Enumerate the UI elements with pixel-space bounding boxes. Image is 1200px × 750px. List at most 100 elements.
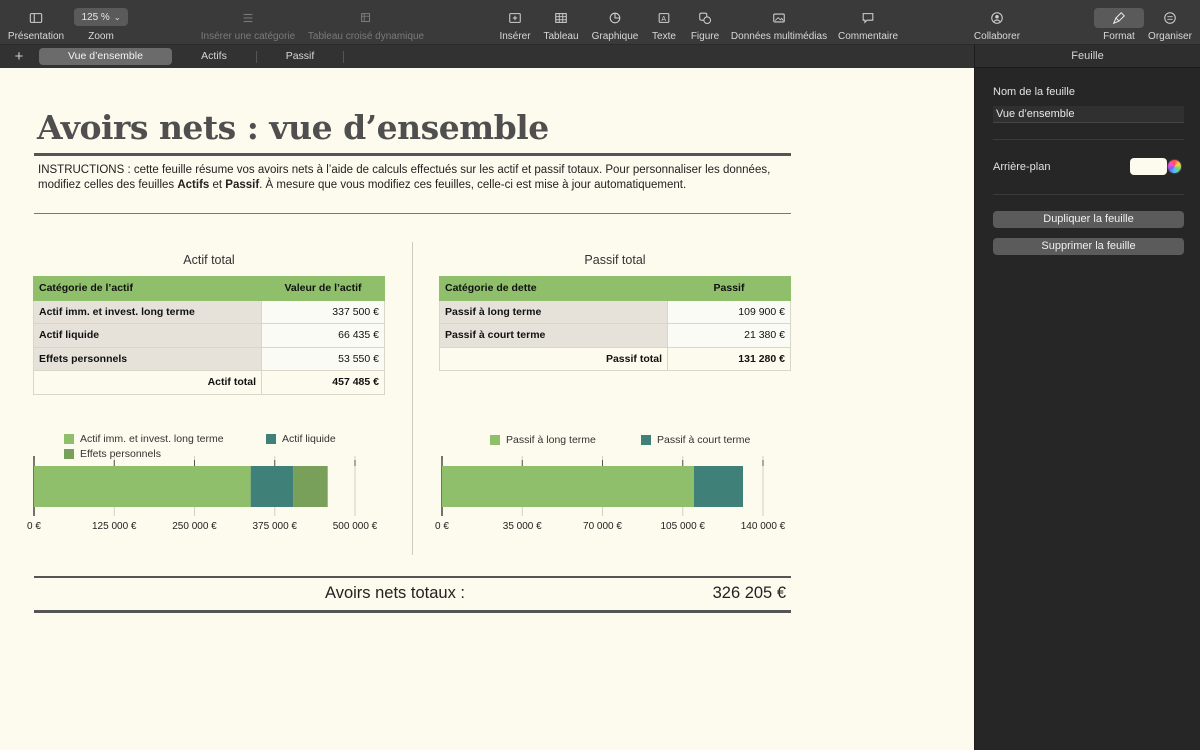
sidebar-divider	[993, 194, 1184, 195]
table-cell[interactable]: 53 550 €	[261, 346, 385, 371]
table-row: Passif à court terme 21 380 €	[439, 323, 791, 348]
sheet-name-label: Nom de la feuille	[993, 86, 1075, 98]
presentation-button[interactable]: Présentation	[8, 0, 64, 45]
section-divider	[412, 242, 413, 555]
bar-segment	[34, 466, 251, 507]
insert-category-button[interactable]: Insérer une catégorie	[200, 0, 296, 45]
table-cell[interactable]: Passif total	[439, 346, 668, 371]
tick-label: 125 000 €	[92, 521, 137, 532]
media-label: Données multimédias	[730, 31, 828, 42]
assets-header-category[interactable]: Catégorie de l’actif	[33, 276, 262, 301]
collaborate-icon	[984, 8, 1010, 28]
table-cell[interactable]: 66 435 €	[261, 323, 385, 348]
table-cell[interactable]: Passif à court terme	[439, 323, 668, 348]
pivot-table-button[interactable]: Tableau croisé dynamique	[306, 0, 426, 45]
page-title[interactable]: Avoirs nets : vue d’ensemble	[37, 108, 549, 147]
legend-swatch	[490, 435, 500, 445]
organize-button[interactable]: Organiser	[1146, 0, 1194, 45]
table-label: Tableau	[543, 31, 579, 42]
list-icon	[235, 8, 261, 28]
liabilities-chart-svg: 0 € 35 000 € 70 000 € 105 000 € 140 000 €	[435, 456, 786, 532]
comment-button[interactable]: Commentaire	[836, 0, 900, 45]
instructions-text[interactable]: INSTRUCTIONS : cette feuille résume vos …	[38, 163, 790, 193]
table-cell[interactable]: 21 380 €	[667, 323, 791, 348]
tab-separator	[343, 50, 344, 63]
instructions-part: INSTRUCTIONS : cette feuille résume vos …	[38, 164, 771, 191]
insert-icon	[502, 8, 528, 28]
text-button[interactable]: A Texte	[648, 0, 680, 45]
shape-button[interactable]: Figure	[688, 0, 722, 45]
net-worth-value[interactable]: 326 205 €	[712, 584, 786, 602]
legend-label: Effets personnels	[80, 448, 161, 460]
zoom-label: Zoom	[88, 31, 114, 42]
table-cell[interactable]: Effets personnels	[33, 346, 262, 371]
table-cell[interactable]: 337 500 €	[261, 299, 385, 324]
table-cell[interactable]: 131 280 €	[667, 346, 791, 371]
liabilities-header-category[interactable]: Catégorie de dette	[439, 276, 668, 301]
table-row: Actif liquide 66 435 €	[33, 323, 385, 348]
table-cell[interactable]: Passif à long terme	[439, 299, 668, 324]
table-cell[interactable]: Actif imm. et invest. long terme	[33, 299, 262, 324]
assets-table[interactable]: Catégorie de l’actif Valeur de l’actif A…	[33, 276, 385, 395]
table-row: Effets personnels 53 550 €	[33, 346, 385, 371]
net-worth-label[interactable]: Avoirs nets totaux :	[324, 584, 466, 602]
delete-sheet-button[interactable]: Supprimer la feuille	[993, 238, 1184, 255]
comment-label: Commentaire	[837, 31, 899, 42]
assets-chart-svg: 0 € 125 000 € 250 000 € 375 000 € 500 000 €	[27, 456, 378, 532]
tick-label: 140 000 €	[741, 521, 786, 532]
liabilities-section-title[interactable]: Passif total	[584, 253, 646, 267]
chart-button[interactable]: Graphique	[590, 0, 640, 45]
assets-header-value[interactable]: Valeur de l’actif	[261, 276, 385, 301]
table-header-row: Catégorie de l’actif Valeur de l’actif	[33, 276, 385, 301]
insert-button[interactable]: Insérer	[497, 0, 533, 45]
color-wheel-icon[interactable]	[1167, 159, 1182, 174]
instructions-bold-actifs: Actifs	[177, 179, 210, 191]
media-button[interactable]: Données multimédias	[730, 0, 828, 45]
bar-segment	[293, 466, 328, 507]
sidebar-toggle-icon	[23, 8, 49, 28]
table-cell[interactable]: 109 900 €	[667, 299, 791, 324]
liabilities-header-value[interactable]: Passif	[667, 276, 791, 301]
table-button[interactable]: Tableau	[542, 0, 580, 45]
format-button[interactable]: Format	[1094, 0, 1144, 45]
table-cell[interactable]: Actif total	[33, 370, 262, 395]
tab-vue-ensemble[interactable]: Vue d’ensemble	[39, 48, 172, 65]
table-total-row: Actif total 457 485 €	[33, 370, 385, 395]
tab-passif[interactable]: Passif	[285, 50, 315, 62]
legend-label: Actif imm. et invest. long terme	[80, 433, 224, 445]
duplicate-sheet-button[interactable]: Dupliquer la feuille	[993, 211, 1184, 228]
table-row: Actif imm. et invest. long terme 337 500…	[33, 299, 385, 324]
assets-section-title[interactable]: Actif total	[183, 253, 235, 267]
add-sheet-button[interactable]: +	[14, 48, 24, 65]
legend-swatch	[641, 435, 651, 445]
liabilities-chart-legend[interactable]: Passif à long terme Passif à court terme	[490, 434, 790, 450]
zoom-control[interactable]: 125 % ⌄ Zoom	[74, 0, 128, 45]
chart-label: Graphique	[591, 31, 639, 42]
format-label: Format	[1103, 31, 1135, 42]
text-icon: A	[651, 8, 677, 28]
sidebar-header[interactable]: Feuille	[975, 45, 1200, 68]
table-row: Passif à long terme 109 900 €	[439, 299, 791, 324]
assets-bar-chart[interactable]: 0 € 125 000 € 250 000 € 375 000 € 500 000 €	[20, 454, 390, 540]
sheet-name-field[interactable]: Vue d’ensemble	[993, 106, 1184, 123]
tick-label: 0 €	[27, 521, 41, 532]
assets-chart-legend[interactable]: Actif imm. et invest. long terme Actif l…	[64, 433, 384, 465]
zoom-dropdown[interactable]: 125 % ⌄	[74, 8, 128, 26]
legend-label: Passif à long terme	[506, 434, 596, 446]
liabilities-table[interactable]: Catégorie de dette Passif Passif à long …	[439, 276, 791, 371]
legend-swatch	[64, 434, 74, 444]
chevron-down-icon: ⌄	[113, 12, 121, 22]
presentation-label: Présentation	[7, 31, 65, 42]
sheet-tab-bar: + Vue d’ensemble Actifs Passif	[0, 45, 974, 68]
table-cell[interactable]: Actif liquide	[33, 323, 262, 348]
legend-swatch	[266, 434, 276, 444]
background-color-well[interactable]	[1130, 158, 1167, 175]
legend-item: Passif à court terme	[641, 434, 750, 446]
tab-actifs[interactable]: Actifs	[201, 50, 227, 62]
tick-label: 70 000 €	[583, 521, 622, 532]
title-rule	[34, 153, 791, 156]
sheet-canvas: Avoirs nets : vue d’ensemble INSTRUCTION…	[0, 68, 974, 750]
liabilities-bar-chart[interactable]: 0 € 35 000 € 70 000 € 105 000 € 140 000 €	[428, 454, 798, 540]
collaborate-button[interactable]: Collaborer	[970, 0, 1024, 45]
table-cell[interactable]: 457 485 €	[261, 370, 385, 395]
